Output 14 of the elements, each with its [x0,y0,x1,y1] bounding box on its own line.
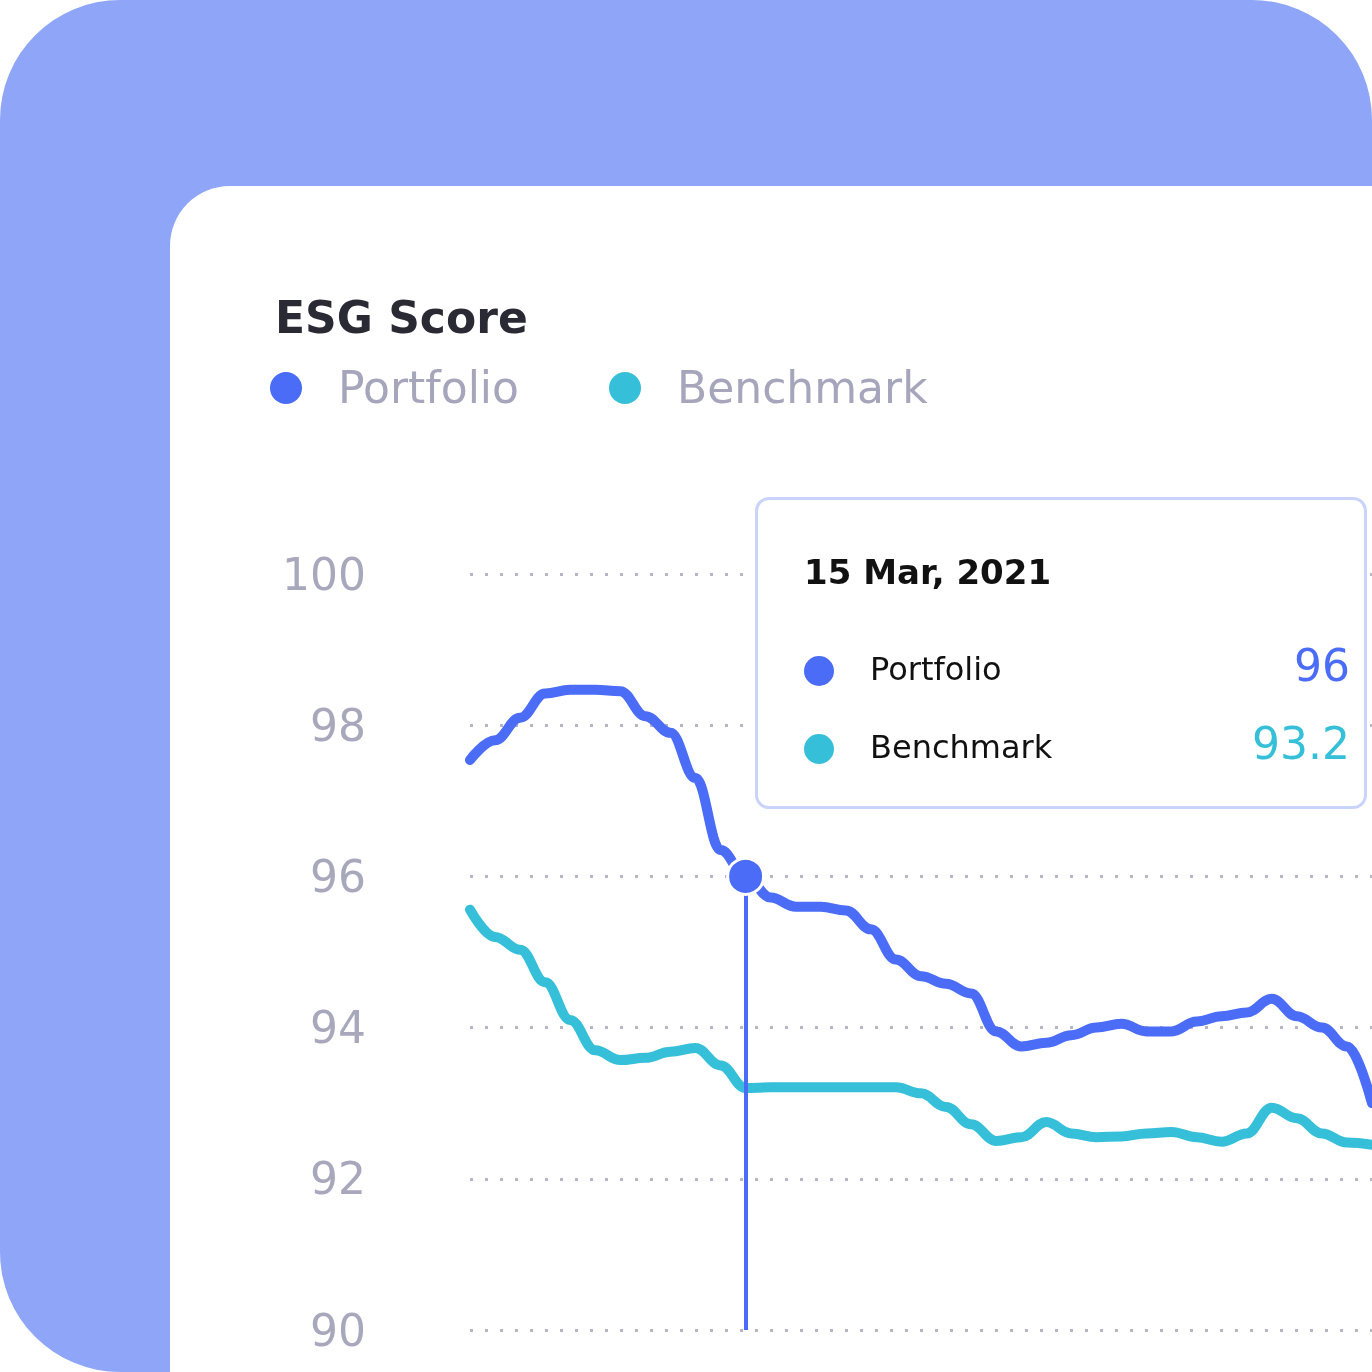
y-tick-label: 90 [310,1304,366,1356]
annotation: 93.2 [1252,718,1350,769]
legend-label: Portfolio [870,650,1002,688]
annotation: 96 [1294,640,1350,691]
text: Portfolio [338,362,520,413]
y-tick-label: 100 [282,548,366,600]
y-tick-label: 96 [310,850,366,902]
annotation: 15 Mar, 2021 [804,552,1052,592]
y-tick-label: 92 [310,1153,366,1205]
text: Benchmark [677,362,928,413]
legend-label: Benchmark [870,728,1053,766]
y-tick-label: 98 [310,699,366,751]
y-tick-label: 94 [310,1002,366,1054]
chart-title: ESG Score [275,291,528,343]
